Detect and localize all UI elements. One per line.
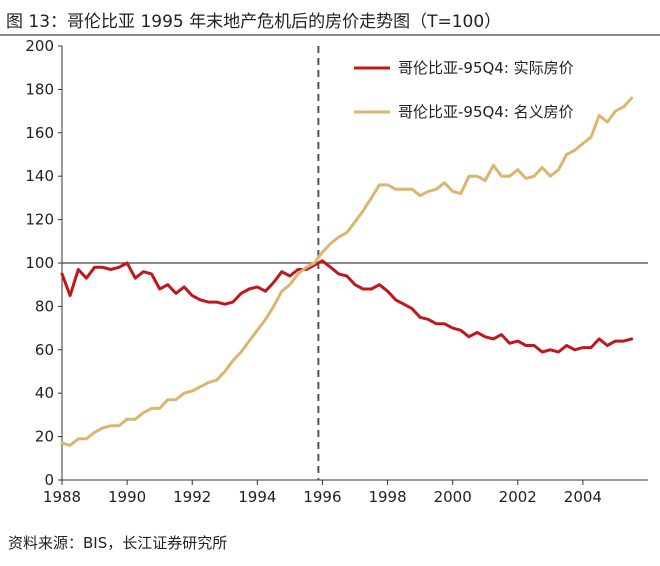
legend-label-nominal-price: 哥伦比亚-95Q4: 名义房价 <box>398 103 574 121</box>
y-tick-label: 160 <box>25 124 54 142</box>
y-tick-label: 180 <box>25 80 54 98</box>
y-tick-label: 60 <box>35 341 54 359</box>
x-tick-label: 1990 <box>108 488 146 506</box>
line-chart: 0 20 40 60 80 100 120 140 160 180 200 1988 1990 1992 1… <box>25 37 648 506</box>
figure-title-bar: 图 13：哥伦比亚 1995 年末地产危机后的房价走势图（T=100） <box>0 0 660 36</box>
legend-label-real-price: 哥伦比亚-95Q4: 实际房价 <box>398 59 574 77</box>
x-tick-label: 1988 <box>43 488 81 506</box>
series-line-real-price <box>60 259 634 354</box>
x-tick-label: 2000 <box>434 488 472 506</box>
x-tick-label: 2004 <box>564 488 602 506</box>
x-tick-label: 1992 <box>173 488 211 506</box>
x-tick-label: 1998 <box>368 488 406 506</box>
figure-title: 图 13：哥伦比亚 1995 年末地产危机后的房价走势图（T=100） <box>6 12 502 32</box>
y-tick-label: 120 <box>25 211 54 229</box>
y-tick-label: 80 <box>35 297 54 315</box>
x-tick-label: 1996 <box>303 488 341 506</box>
source-note: 资料来源：BIS，长江证券研究所 <box>8 534 228 552</box>
y-tick-label: 200 <box>25 37 54 55</box>
chart-container: 0 20 40 60 80 100 120 140 160 180 200 1988 1990 1992 1… <box>0 36 660 520</box>
y-tick-label: 20 <box>35 428 54 446</box>
x-tick-label: 2002 <box>499 488 537 506</box>
y-tick-label: 100 <box>25 254 54 272</box>
y-tick-label: 40 <box>35 384 54 402</box>
x-tick-label: 1994 <box>238 488 276 506</box>
y-tick-label: 140 <box>25 167 54 185</box>
y-tick-label: 0 <box>44 471 54 489</box>
series-line-nominal-price <box>60 96 634 447</box>
